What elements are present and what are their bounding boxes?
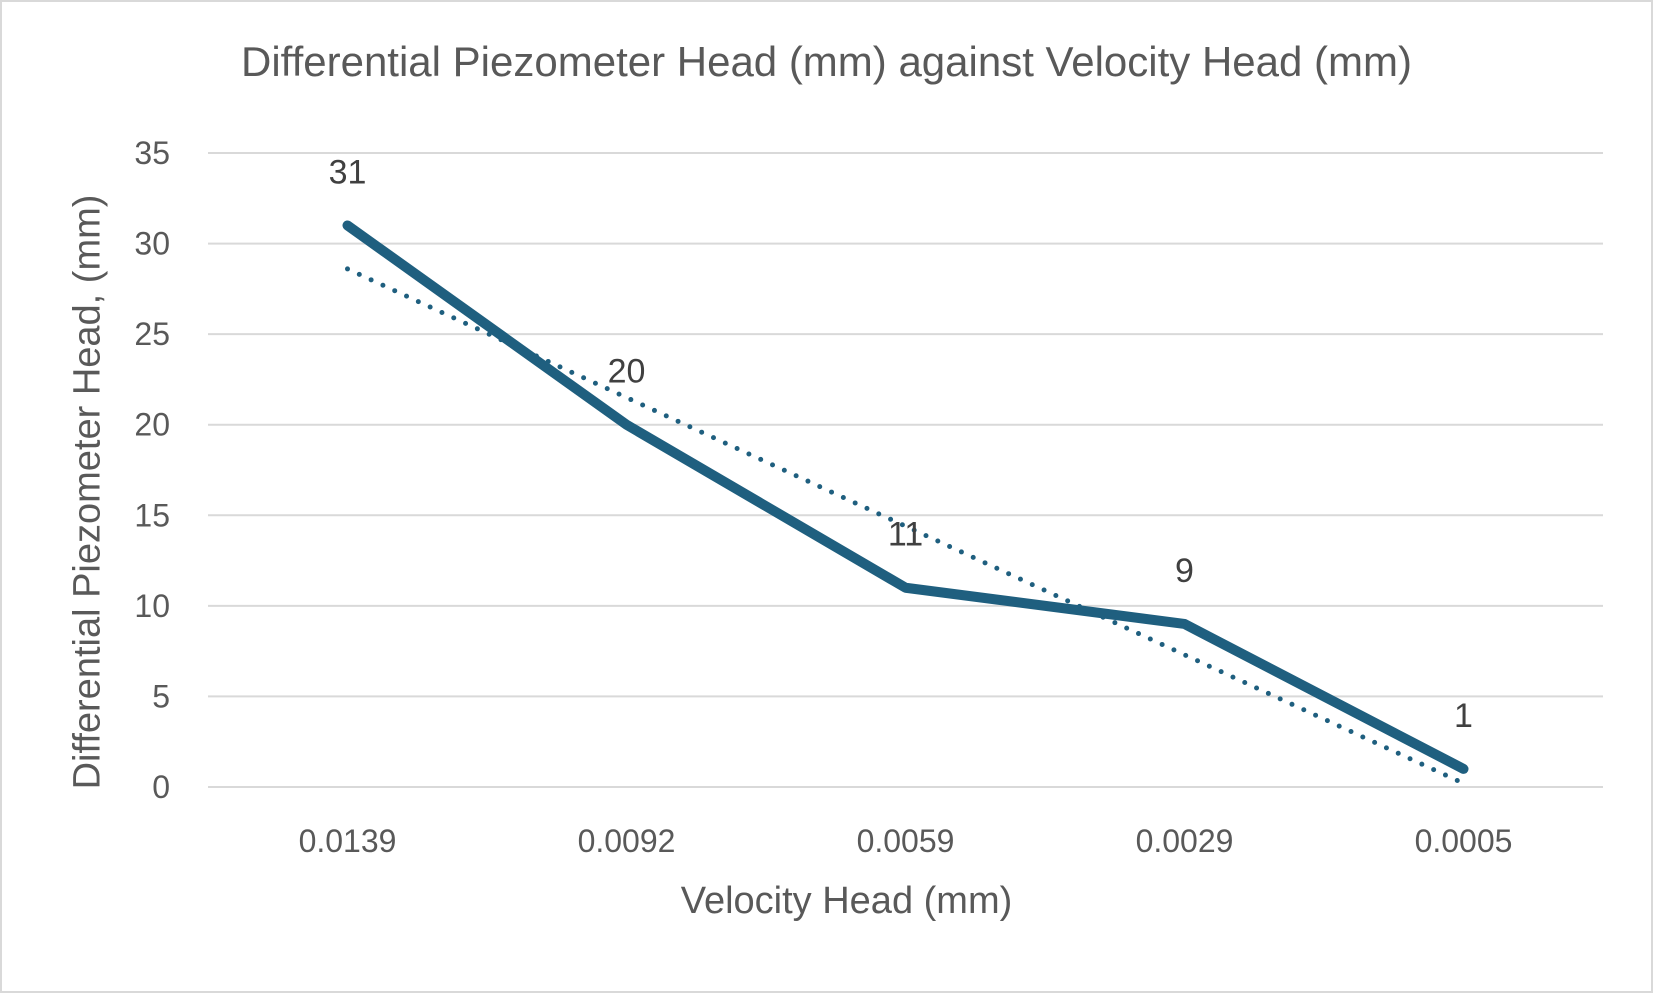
gridlines <box>208 152 1603 788</box>
y-tick-label: 10 <box>134 588 170 624</box>
y-tick-labels: 0 5 10 15 20 25 30 35 <box>134 135 170 805</box>
data-label: 31 <box>329 153 367 191</box>
data-label: 9 <box>1175 552 1194 590</box>
y-tick-label: 35 <box>134 135 170 171</box>
y-tick-label: 5 <box>152 678 170 714</box>
series-group <box>342 220 1469 774</box>
y-tick-label: 25 <box>134 316 170 352</box>
x-tick-label: 0.0029 <box>1136 823 1234 859</box>
x-tick-label: 0.0059 <box>857 823 955 859</box>
x-tick-label: 0.0092 <box>578 823 676 859</box>
data-label: 11 <box>888 516 923 554</box>
y-tick-label: 20 <box>134 407 170 443</box>
series-line <box>342 220 1469 774</box>
chart-title: Differential Piezometer Head (mm) agains… <box>241 38 1412 85</box>
y-tick-label: 0 <box>152 769 170 805</box>
data-label: 1 <box>1454 697 1473 735</box>
x-tick-label: 0.0139 <box>299 823 397 859</box>
y-tick-label: 30 <box>134 226 170 262</box>
x-tick-labels: 0.0139 0.0092 0.0059 0.0029 0.0005 <box>299 823 1513 859</box>
x-tick-label: 0.0005 <box>1415 823 1513 859</box>
data-labels: 31 20 11 9 1 <box>329 153 1473 734</box>
y-tick-label: 15 <box>134 497 170 533</box>
x-axis-label: Velocity Head (mm) <box>680 880 1013 922</box>
data-label: 20 <box>608 353 646 391</box>
